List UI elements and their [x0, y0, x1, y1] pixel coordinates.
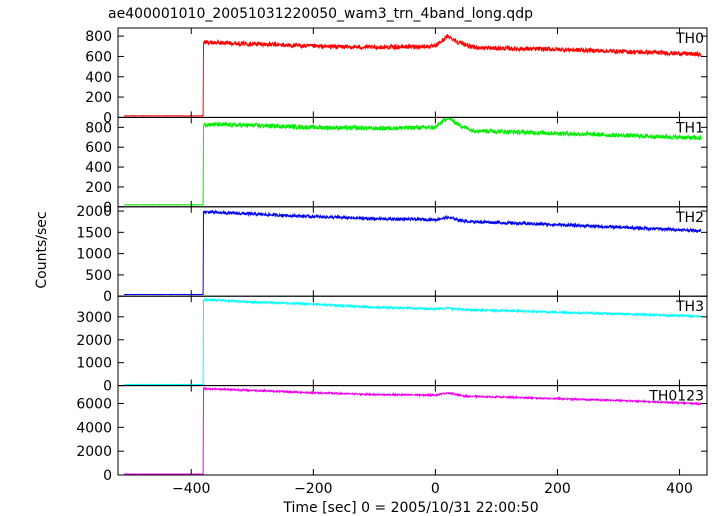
- y-tick-label: 800: [85, 29, 112, 45]
- y-tick-label: 200: [85, 90, 112, 106]
- panel-label: TH3: [675, 299, 704, 315]
- panel-th2: 0 500 1000 1500 2000 TH2: [76, 204, 708, 305]
- plot-title: ae400001010_20051031220050_wam3_trn_4ban…: [108, 6, 533, 22]
- y-tick-label: 800: [85, 120, 112, 136]
- y-tick-label: 2000: [76, 444, 112, 460]
- y-axis-title: Counts/sec: [34, 211, 50, 288]
- y-tick-label: 1000: [76, 247, 112, 263]
- y-tick-label: 200: [85, 180, 112, 196]
- y-tick-label: 400: [85, 70, 112, 86]
- panel-th3: 0 1000 2000 3000 TH3: [76, 295, 708, 395]
- panel-frame: [117, 295, 708, 387]
- series-th0123-line: [123, 386, 702, 475]
- panel-label: TH0123: [648, 389, 704, 405]
- panel-label: TH1: [675, 120, 704, 136]
- y-tick-label: 600: [85, 140, 112, 156]
- panel-th0: 0 200 400 600 800 TH0: [85, 27, 708, 126]
- series-th0-line: [123, 33, 702, 117]
- y-tick-label: 1000: [76, 356, 112, 372]
- panel-th0123: 0 2000 4000 6000 TH0123: [76, 385, 708, 484]
- x-tick-label: −400: [172, 481, 210, 497]
- y-tick-label: 0: [103, 468, 112, 484]
- panel-label: TH0: [675, 31, 704, 47]
- panels: 0 200 400 600 800 TH0 0 200 400 600 800 TH1 0 500 1000…: [76, 27, 708, 497]
- y-tick-label: 6000: [76, 396, 112, 412]
- y-tick-label: 400: [85, 160, 112, 176]
- y-tick-label: 4000: [76, 420, 112, 436]
- y-tick-label: 2000: [76, 333, 112, 349]
- y-tick-label: 3000: [76, 310, 112, 326]
- y-tick-label: 1500: [76, 225, 112, 241]
- x-tick-label: 0: [431, 481, 440, 497]
- y-tick-label: 600: [85, 49, 112, 65]
- y-tick-label: 0: [103, 200, 112, 216]
- panel-th1: 0 200 400 600 800 TH1: [85, 116, 708, 216]
- panel-label: TH2: [675, 210, 704, 226]
- y-tick-label: 2000: [76, 204, 112, 220]
- series-th2-line: [123, 209, 702, 296]
- x-tick-label: 200: [544, 481, 571, 497]
- series-th1-line: [124, 117, 702, 206]
- y-tick-label: 0: [103, 289, 112, 305]
- panel-frame: [117, 116, 708, 208]
- x-tick-label: −200: [294, 481, 332, 497]
- y-tick-label: 0: [103, 110, 112, 126]
- y-tick-label: 500: [85, 268, 112, 284]
- x-tick-label: 400: [666, 481, 693, 497]
- x-axis-title: Time [sec] 0 = 2005/10/31 22:00:50: [282, 500, 538, 516]
- y-tick-label: 0: [103, 379, 112, 395]
- x-axis: −400 −200 0 200 400: [172, 481, 693, 497]
- panel-frame: [117, 385, 708, 476]
- series-th3-line: [124, 297, 702, 386]
